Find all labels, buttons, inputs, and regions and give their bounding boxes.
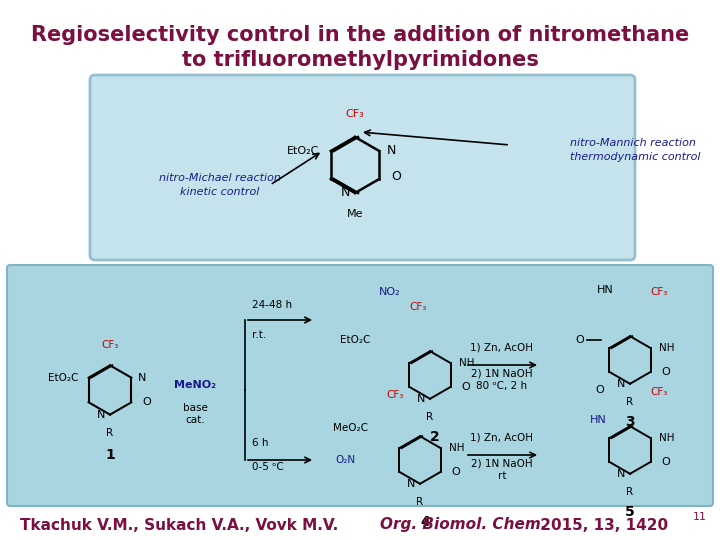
Text: 3: 3 bbox=[625, 415, 635, 429]
Text: 1) Zn, AcOH: 1) Zn, AcOH bbox=[470, 432, 534, 442]
Text: 2) 1N NaOH: 2) 1N NaOH bbox=[471, 458, 533, 468]
Text: EtO₂C: EtO₂C bbox=[48, 373, 78, 383]
Text: R: R bbox=[626, 487, 634, 497]
Text: CF₃: CF₃ bbox=[650, 387, 667, 397]
Text: O: O bbox=[143, 397, 151, 407]
Text: 2) 1N NaOH: 2) 1N NaOH bbox=[471, 368, 533, 378]
Text: MeO₂C: MeO₂C bbox=[333, 423, 368, 433]
Text: R: R bbox=[426, 412, 433, 422]
Text: O: O bbox=[662, 367, 670, 377]
Text: O: O bbox=[662, 457, 670, 467]
Text: HN: HN bbox=[590, 415, 606, 425]
Text: nitro-Mannich reaction: nitro-Mannich reaction bbox=[570, 138, 696, 148]
Text: Tkachuk V.M., Sukach V.A., Vovk M.V.: Tkachuk V.M., Sukach V.A., Vovk M.V. bbox=[20, 517, 343, 532]
Text: O: O bbox=[451, 467, 460, 477]
Text: N: N bbox=[387, 145, 397, 158]
Text: N: N bbox=[341, 186, 350, 199]
Text: r.t.: r.t. bbox=[252, 330, 266, 340]
Text: N: N bbox=[417, 394, 425, 404]
Text: R: R bbox=[416, 497, 423, 507]
Text: 2: 2 bbox=[430, 430, 440, 444]
Text: O: O bbox=[575, 335, 585, 345]
Text: N: N bbox=[616, 469, 625, 479]
Text: thermodynamic control: thermodynamic control bbox=[570, 152, 701, 162]
Text: kinetic control: kinetic control bbox=[180, 187, 260, 197]
Text: to trifluoromethylpyrimidones: to trifluoromethylpyrimidones bbox=[181, 50, 539, 70]
FancyBboxPatch shape bbox=[7, 265, 713, 506]
Text: 1: 1 bbox=[105, 448, 115, 462]
Text: 11: 11 bbox=[693, 512, 707, 522]
Text: CF₃: CF₃ bbox=[387, 390, 404, 400]
Text: EtO₂C: EtO₂C bbox=[340, 335, 370, 345]
Text: Org. Biomol. Chem.: Org. Biomol. Chem. bbox=[380, 517, 546, 532]
Text: CF₃: CF₃ bbox=[102, 340, 119, 350]
Text: N: N bbox=[616, 379, 625, 389]
Text: N: N bbox=[407, 479, 415, 489]
Text: O₂N: O₂N bbox=[335, 455, 355, 465]
Text: O: O bbox=[595, 385, 604, 395]
Text: N: N bbox=[138, 373, 147, 383]
Text: cat.: cat. bbox=[185, 415, 204, 425]
Text: Me: Me bbox=[347, 209, 364, 219]
Text: CF₃: CF₃ bbox=[409, 302, 427, 312]
Text: Regioselectivity control in the addition of nitromethane: Regioselectivity control in the addition… bbox=[31, 25, 689, 45]
Text: NH: NH bbox=[659, 343, 674, 353]
Text: MeNO₂: MeNO₂ bbox=[174, 380, 216, 390]
Text: HN: HN bbox=[597, 285, 613, 295]
Text: 1) Zn, AcOH: 1) Zn, AcOH bbox=[470, 343, 534, 353]
Text: 6 h: 6 h bbox=[252, 438, 269, 448]
Text: R: R bbox=[626, 397, 634, 407]
Text: EtO₂C: EtO₂C bbox=[287, 146, 319, 156]
Text: 5: 5 bbox=[625, 505, 635, 519]
Text: O: O bbox=[462, 382, 470, 392]
Text: 0-5 ᵒC: 0-5 ᵒC bbox=[252, 462, 284, 472]
Text: base: base bbox=[183, 403, 207, 413]
Text: NH: NH bbox=[659, 433, 674, 443]
Text: NH: NH bbox=[449, 443, 464, 453]
Text: 4: 4 bbox=[420, 515, 430, 529]
Text: rt: rt bbox=[498, 471, 506, 481]
Text: 24-48 h: 24-48 h bbox=[252, 300, 292, 310]
Text: 2015, 13, 1420: 2015, 13, 1420 bbox=[535, 517, 668, 532]
Text: nitro-Michael reaction: nitro-Michael reaction bbox=[159, 173, 281, 183]
Text: CF₃: CF₃ bbox=[650, 287, 667, 297]
Text: CF₃: CF₃ bbox=[346, 109, 364, 119]
Text: 80 ᵒC, 2 h: 80 ᵒC, 2 h bbox=[477, 381, 528, 391]
Text: NO₂: NO₂ bbox=[379, 287, 401, 297]
Text: NH: NH bbox=[459, 358, 474, 368]
FancyBboxPatch shape bbox=[90, 75, 635, 260]
Text: R: R bbox=[107, 428, 114, 437]
Text: N: N bbox=[96, 410, 105, 420]
Text: O: O bbox=[391, 170, 401, 183]
